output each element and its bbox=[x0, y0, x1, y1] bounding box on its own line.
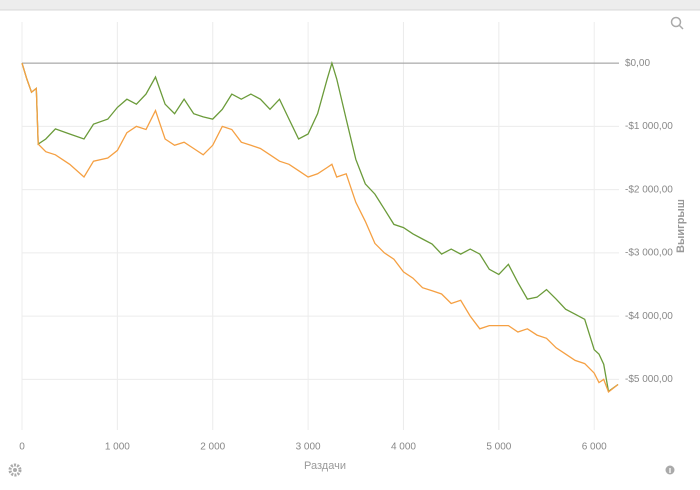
x-tick-label: 2 000 bbox=[200, 442, 225, 453]
y-tick-label: $0,00 bbox=[625, 58, 650, 69]
x-tick-label: 3 000 bbox=[296, 442, 321, 453]
top-bar bbox=[0, 0, 700, 10]
x-tick-label: 5 000 bbox=[486, 442, 511, 453]
x-tick-label: 6 000 bbox=[582, 442, 607, 453]
x-axis-label: Раздачи bbox=[304, 460, 346, 472]
info-icon[interactable] bbox=[665, 465, 675, 475]
y-axis-label: Выигрыш bbox=[675, 199, 687, 253]
y-tick-label: -$2 000,00 bbox=[625, 184, 673, 195]
y-tick-label: -$1 000,00 bbox=[625, 121, 673, 132]
x-tick-label: 0 bbox=[19, 442, 25, 453]
y-tick-label: -$3 000,00 bbox=[625, 248, 673, 259]
zoom-icon[interactable] bbox=[670, 16, 684, 30]
series-line bbox=[21, 60, 619, 393]
y-tick-label: -$4 000,00 bbox=[625, 311, 673, 322]
series-line bbox=[21, 62, 619, 394]
x-tick-label: 1 000 bbox=[105, 442, 130, 453]
settings-icon[interactable] bbox=[8, 463, 22, 477]
y-tick-label: -$5 000,00 bbox=[625, 374, 673, 385]
x-tick-label: 4 000 bbox=[391, 442, 416, 453]
